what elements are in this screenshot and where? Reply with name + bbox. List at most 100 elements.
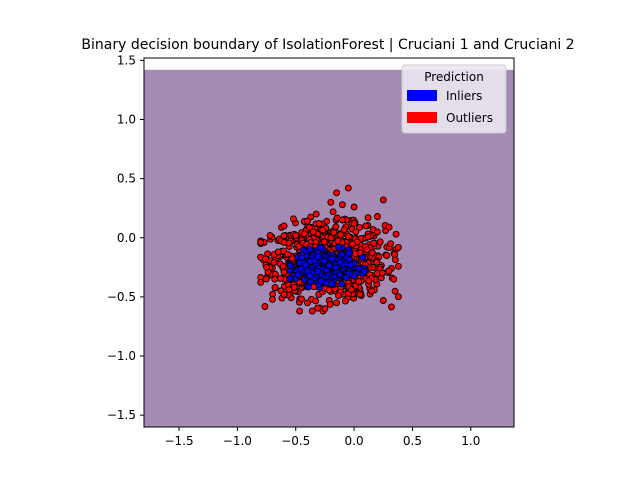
x-tick-label: −1.5 [164, 434, 193, 448]
outliers-point [296, 307, 304, 315]
outliers-point [315, 220, 323, 228]
x-tick-label: 0.0 [345, 434, 364, 448]
inliers-point [359, 254, 367, 262]
y-tick-label: −1.5 [107, 408, 136, 422]
outliers-point [337, 231, 345, 239]
outliers-point [344, 233, 352, 241]
y-tick-label: −0.5 [107, 290, 136, 304]
outliers-point [320, 238, 328, 246]
outliers-point [305, 224, 313, 232]
outliers-point [295, 242, 303, 250]
inliers-point [346, 255, 354, 263]
outliers-point [391, 251, 399, 259]
outliers-point [326, 300, 334, 308]
x-tick-label: −0.5 [281, 434, 310, 448]
inliers-point [355, 265, 363, 272]
outliers-point [262, 275, 270, 283]
outliers-point [394, 243, 402, 251]
outliers-point [327, 198, 335, 206]
outliers-point [350, 220, 358, 228]
outliers-point [289, 215, 297, 223]
outliers-point [350, 203, 358, 211]
outliers-point [292, 231, 300, 239]
outliers-point [363, 246, 371, 254]
outliers-point [280, 291, 288, 298]
outliers-point [285, 239, 293, 247]
inliers-point [306, 245, 314, 253]
outliers-point [257, 278, 265, 286]
outliers-point [303, 217, 311, 225]
y-axis: −1.5 −1.0 −0.5 0.0 0.5 1.0 1.5 [107, 53, 144, 422]
outliers-point [266, 231, 274, 239]
outliers-point [319, 226, 327, 234]
y-tick-label: 1.0 [117, 113, 136, 127]
outliers-point [303, 299, 311, 307]
inliers-point [317, 277, 325, 285]
inliers-point [325, 262, 333, 270]
inliers-point [332, 264, 339, 272]
outliers-point [349, 240, 356, 248]
legend-label-inliers: Inliers [446, 89, 482, 103]
outliers-point [356, 291, 364, 298]
outliers-point [270, 259, 278, 266]
outliers-point [341, 297, 349, 305]
inliers-point [360, 267, 368, 275]
outliers-point [309, 228, 317, 236]
inliers-point [306, 272, 314, 280]
outliers-point [279, 262, 287, 270]
outliers-point [280, 268, 288, 276]
outliers-point [284, 250, 292, 258]
outliers-point [378, 269, 386, 277]
legend-title: Prediction [424, 70, 484, 84]
x-tick-label: 0.5 [403, 434, 422, 448]
outliers-point [333, 299, 341, 307]
outliers-point [301, 230, 308, 238]
y-tick-label: −1.0 [107, 349, 136, 363]
outliers-point [364, 233, 372, 241]
outliers-point [274, 248, 282, 256]
outliers-point [387, 303, 395, 311]
inliers-point [314, 253, 322, 261]
outliers-point [332, 223, 340, 231]
outliers-point [335, 292, 342, 300]
outliers-point [271, 284, 279, 291]
outliers-point [370, 239, 378, 247]
inliers-point [336, 259, 344, 266]
outliers-point [394, 262, 402, 270]
outliers-point [344, 184, 352, 192]
inliers-point [321, 257, 328, 265]
inliers-point [286, 262, 294, 270]
outliers-point [280, 222, 288, 230]
outliers-point [290, 283, 298, 291]
outliers-point [262, 255, 269, 263]
outliers-point [390, 275, 398, 283]
outliers-point [321, 305, 329, 313]
outliers-point [385, 267, 393, 275]
outliers-point [379, 196, 387, 204]
outliers-point [392, 230, 400, 238]
inliers-point [346, 270, 353, 278]
outliers-point [333, 189, 341, 197]
outliers-point [330, 229, 338, 236]
outliers-point [312, 297, 320, 305]
chart-title: Binary decision boundary of IsolationFor… [81, 37, 574, 53]
inliers-point [347, 261, 355, 269]
outliers-point [314, 304, 322, 312]
x-tick-label: 1.0 [461, 434, 480, 448]
inliers-point [336, 271, 344, 279]
legend: Prediction Inliers Outliers [401, 64, 507, 134]
outliers-point [327, 234, 335, 242]
outliers-point [277, 274, 284, 282]
y-tick-label: 0.0 [117, 231, 136, 245]
outliers-point [391, 287, 399, 295]
legend-swatch-inliers [407, 90, 437, 101]
legend-label-outliers: Outliers [446, 111, 493, 125]
plot-frame [143, 57, 515, 428]
outliers-point [340, 226, 348, 234]
inliers-point [338, 280, 346, 288]
inliers-point [286, 275, 294, 282]
outliers-point [329, 208, 337, 216]
outliers-point [373, 228, 381, 236]
outliers-point [280, 232, 288, 240]
